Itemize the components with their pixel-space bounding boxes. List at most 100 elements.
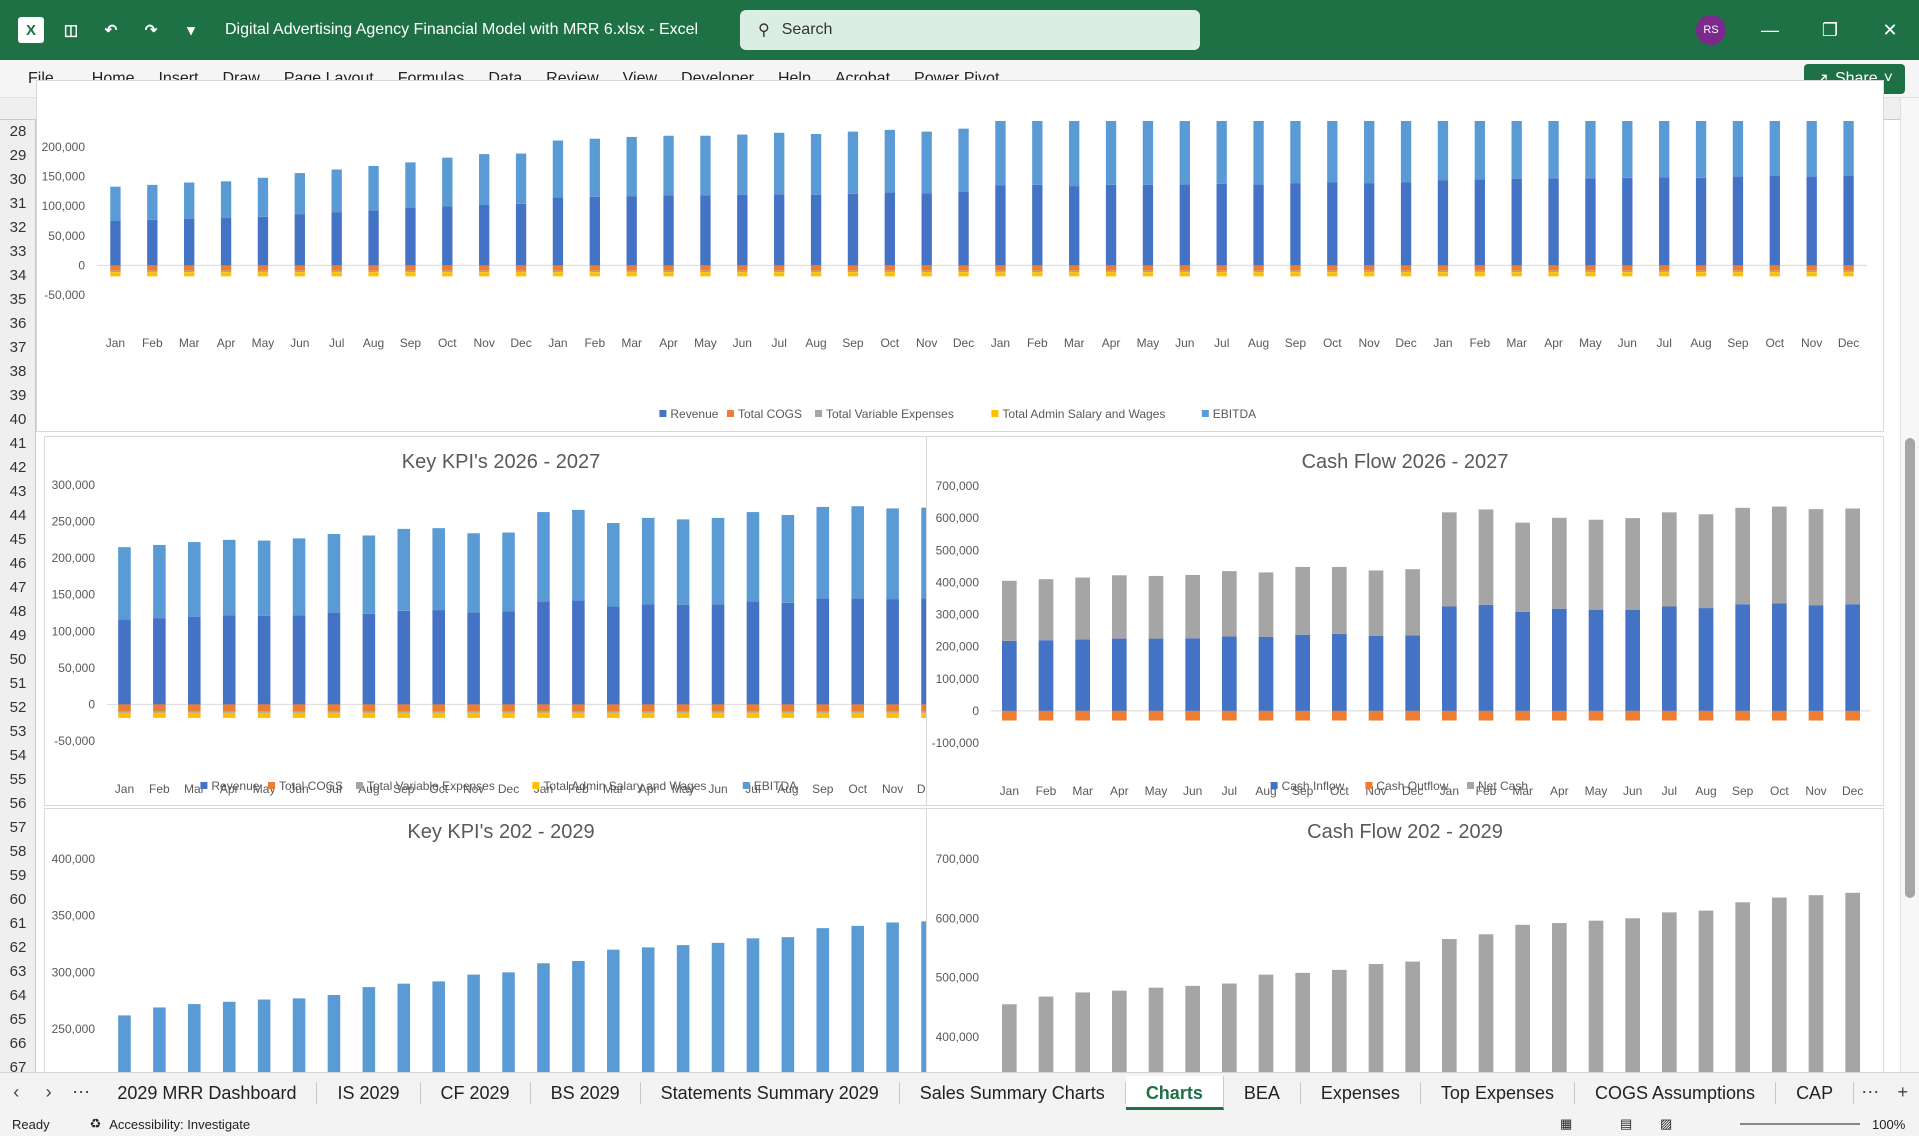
row-header[interactable]: 37 <box>9 339 27 356</box>
tab-charts[interactable]: Charts <box>1125 1075 1224 1110</box>
row-header[interactable]: 31 <box>9 195 27 212</box>
normal-view-icon[interactable]: ▦ <box>1560 1116 1573 1131</box>
tab-bea[interactable]: BEA <box>1224 1081 1301 1104</box>
bar-total-variable-expenses <box>331 270 342 273</box>
row-header[interactable]: 61 <box>9 915 27 932</box>
row-header[interactable]: 62 <box>9 939 27 956</box>
bar-total-admin-salary-and-wages <box>737 272 748 277</box>
y-tick-label: 400,000 <box>936 575 980 589</box>
row-header[interactable]: 48 <box>9 603 27 620</box>
legend-swatch <box>200 782 208 789</box>
row-header[interactable]: 36 <box>9 315 27 332</box>
bar-net-cash <box>1588 920 1604 1085</box>
row-header[interactable]: 65 <box>9 1011 27 1028</box>
save-icon[interactable]: ◫ <box>63 22 79 39</box>
bar-ebitda <box>746 938 760 1089</box>
bar-revenue <box>851 598 864 705</box>
row-header[interactable]: 63 <box>9 963 27 980</box>
row-header[interactable]: 64 <box>9 987 27 1004</box>
row-header[interactable]: 42 <box>9 459 27 476</box>
row-header[interactable]: 40 <box>9 411 27 428</box>
bar-cash-inflow <box>1222 636 1237 711</box>
more-tabs-icon[interactable]: ⋯ <box>72 1082 91 1102</box>
bar-ebitda <box>502 972 515 1089</box>
chart-cashflow-2026-2027[interactable]: Cash Flow 2026 - 2027 700,000 600,000 500,… <box>926 436 1884 806</box>
row-header[interactable]: 41 <box>9 435 27 452</box>
row-header[interactable]: 35 <box>9 291 27 308</box>
row-header[interactable]: 45 <box>9 531 27 548</box>
restore-button[interactable]: ❐ <box>1821 19 1839 40</box>
tab-2029-mrr-dashboard[interactable]: 2029 MRR Dashboard <box>97 1081 318 1104</box>
row-header[interactable]: 44 <box>9 507 27 524</box>
search-input[interactable]: ⚲ Search <box>740 10 1200 50</box>
row-header[interactable]: 32 <box>9 219 27 236</box>
customize-toolbar-icon[interactable]: ▾ <box>187 22 195 39</box>
row-header[interactable]: 47 <box>9 579 27 596</box>
row-header[interactable]: 38 <box>9 363 27 380</box>
avatar[interactable]: RS <box>1696 15 1726 45</box>
bar-revenue <box>700 195 711 266</box>
scrollbar-thumb[interactable] <box>1905 438 1915 898</box>
row-header[interactable]: 39 <box>9 387 27 404</box>
bar-cash-outflow <box>1075 710 1090 721</box>
chart-cashflow-2029[interactable]: Cash Flow 202 - 2029 700,000 600,000 500,0… <box>926 808 1884 1089</box>
accessibility-status[interactable]: Accessibility: Investigate <box>109 1116 251 1132</box>
row-header[interactable]: 57 <box>9 819 27 836</box>
chart-kpi-top[interactable]: 200,000 150,000 100,000 50,000 0 -50,000 Jan Fe… <box>36 80 1884 432</box>
row-header[interactable]: 43 <box>9 483 27 500</box>
bar-total-variable-expenses <box>1069 270 1080 273</box>
row-header[interactable]: 60 <box>9 891 27 908</box>
bar-ebitda <box>1290 121 1301 184</box>
row-header[interactable]: 52 <box>9 699 27 716</box>
row-header[interactable]: 66 <box>9 1035 27 1052</box>
row-header[interactable]: 54 <box>9 747 27 764</box>
bar-total-variable-expenses <box>1179 270 1190 273</box>
row-header[interactable]: 67 <box>9 1059 27 1076</box>
row-header[interactable]: 30 <box>9 171 27 188</box>
row-header[interactable]: 29 <box>9 147 27 164</box>
row-header[interactable]: 58 <box>9 843 27 860</box>
close-button[interactable]: ✕ <box>1882 19 1898 40</box>
tab-is-2029[interactable]: IS 2029 <box>317 1081 421 1104</box>
zoom-level[interactable]: 100% <box>1872 1116 1906 1132</box>
more-tabs-icon[interactable]: ⋯ <box>1861 1082 1880 1102</box>
bar-net-cash <box>1038 579 1054 641</box>
row-header[interactable]: 46 <box>9 555 27 572</box>
row-header[interactable]: 51 <box>9 675 27 692</box>
page-break-view-icon[interactable]: ▨ <box>1660 1116 1673 1131</box>
tab-expenses[interactable]: Expenses <box>1301 1081 1421 1104</box>
row-header[interactable]: 28 <box>9 123 27 140</box>
row-header[interactable]: 49 <box>9 627 27 644</box>
zoom-slider[interactable] <box>1740 1123 1860 1125</box>
bar-total-variable-expenses <box>1364 270 1375 273</box>
tab-cogs-assumptions[interactable]: COGS Assumptions <box>1575 1081 1777 1104</box>
tab-prev-icon[interactable]: ‹ <box>13 1082 20 1102</box>
add-sheet-icon[interactable]: + <box>1897 1082 1909 1102</box>
row-header[interactable]: 55 <box>9 771 27 788</box>
tab-bs-2029[interactable]: BS 2029 <box>531 1081 641 1104</box>
chart-kpi-2026-2027[interactable]: Key KPI's 2026 - 2027 300,000 250,000 200,… <box>44 436 958 806</box>
tab-next-icon[interactable]: › <box>45 1082 52 1102</box>
tab-cap[interactable]: CAP <box>1776 1081 1855 1104</box>
row-header[interactable]: 59 <box>9 867 27 884</box>
minimize-button[interactable]: — <box>1761 19 1779 40</box>
tab-statements-summary-2029[interactable]: Statements Summary 2029 <box>641 1081 900 1104</box>
tab-cf-2029[interactable]: CF 2029 <box>421 1081 531 1104</box>
redo-icon[interactable]: ↷ <box>144 22 158 39</box>
row-header[interactable]: 50 <box>9 651 27 668</box>
x-tick-label: Jul <box>329 336 344 350</box>
row-header[interactable]: 34 <box>9 267 27 284</box>
row-header[interactable]: 53 <box>9 723 27 740</box>
chart-kpi-2029[interactable]: Key KPI's 202 - 2029 400,000 350,000 300,0… <box>44 808 958 1089</box>
vertical-scrollbar[interactable] <box>1900 98 1919 1072</box>
row-header[interactable]: 56 <box>9 795 27 812</box>
row-header[interactable]: 33 <box>9 243 27 260</box>
sheet-grid[interactable]: 200,000 150,000 100,000 50,000 0 -50,000 Jan Fe… <box>36 80 1900 1089</box>
page-layout-view-icon[interactable]: ▤ <box>1620 1116 1633 1131</box>
tab-top-expenses[interactable]: Top Expenses <box>1421 1081 1575 1104</box>
undo-icon[interactable]: ↶ <box>104 22 118 39</box>
bar-cash-outflow <box>1222 710 1237 721</box>
tab-sales-summary-charts[interactable]: Sales Summary Charts <box>900 1081 1126 1104</box>
bar-net-cash <box>1845 892 1860 1073</box>
x-tick-label: Jul <box>1662 784 1677 798</box>
